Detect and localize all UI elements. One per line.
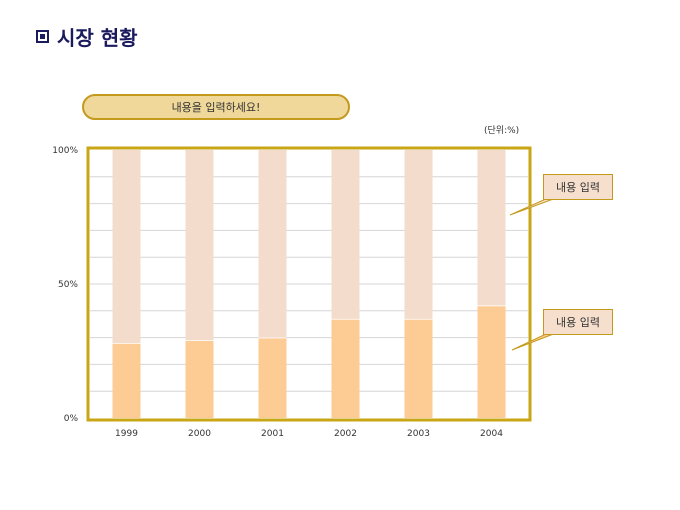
x-tick-label: 2001	[261, 429, 284, 439]
input-pill-text: 내용을 입력하세요!	[171, 101, 261, 114]
bar-2001-rest	[258, 150, 287, 338]
page-title: 시장 현황	[36, 22, 138, 51]
bar-2001-base	[258, 337, 287, 418]
y-tick-label: 50%	[58, 280, 78, 290]
bar-2000-rest	[185, 150, 214, 341]
unit-label: (단위:%)	[484, 126, 520, 136]
bar-1999-rest	[112, 150, 141, 343]
bar-2000-base	[185, 340, 214, 418]
bar-2003-base	[404, 318, 433, 418]
x-tick-label: 1999	[115, 429, 138, 439]
bar-1999-base	[112, 342, 141, 418]
x-tick-label: 2002	[334, 429, 357, 439]
bar-2002-base	[331, 318, 360, 418]
x-tick-label: 2004	[480, 429, 503, 439]
x-tick-label: 2003	[407, 429, 430, 439]
chart-grid	[90, 176, 528, 392]
bar-2002-rest	[331, 150, 360, 319]
input-pill[interactable]: 내용을 입력하세요!	[82, 94, 350, 120]
callout-top: 내용 입력	[543, 174, 613, 200]
y-tick-label: 0%	[64, 414, 79, 424]
chart-bars	[112, 150, 506, 418]
y-axis-ticks: 0% 50% 100%	[52, 146, 78, 424]
chart-frame	[86, 146, 532, 422]
callout-tail-top	[509, 197, 557, 216]
callout-tail-bottom	[511, 332, 557, 351]
y-tick-label: 100%	[52, 146, 78, 156]
bar-2004-rest	[477, 150, 506, 306]
x-axis-ticks: 1999 2000 2001 2002 2003 2004	[115, 429, 503, 439]
callout-top-text: 내용 입력	[556, 181, 600, 194]
x-tick-label: 2000	[188, 429, 211, 439]
page-title-text: 시장 현황	[57, 26, 138, 50]
bar-2004-base	[477, 305, 506, 418]
callout-bottom: 내용 입력	[543, 309, 613, 335]
bar-2003-rest	[404, 150, 433, 319]
callout-bottom-text: 내용 입력	[556, 316, 600, 329]
square-bullet-icon	[36, 30, 49, 43]
